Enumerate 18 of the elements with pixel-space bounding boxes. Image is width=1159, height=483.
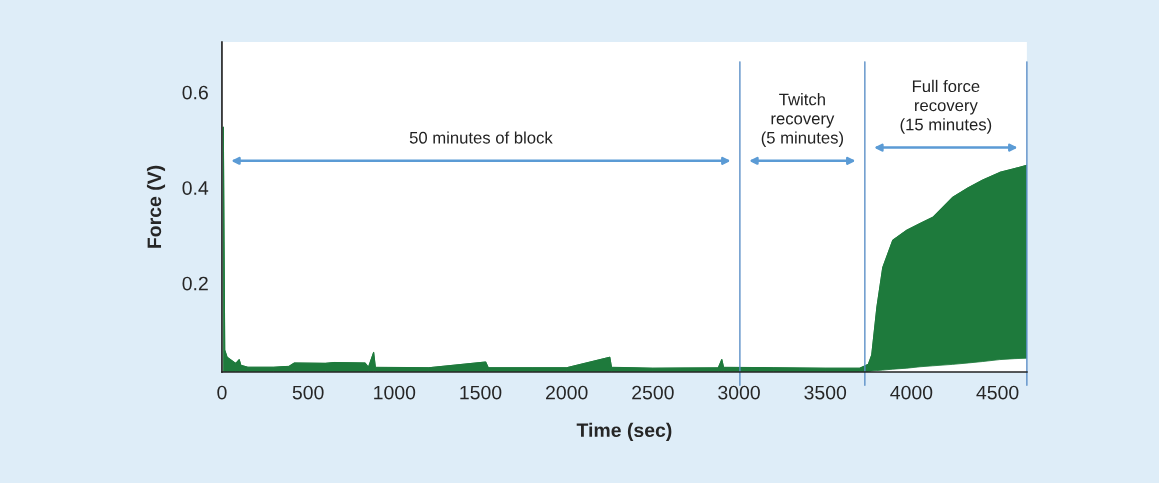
x-tick-label: 0 [217,385,227,400]
x-tick-label: 3000 [718,385,760,400]
x-tick-label: 4500 [976,385,1019,400]
x-tick-label: 3500 [804,385,847,400]
x-tick-label: 1000 [374,385,416,400]
annotation: Full force recovery (15 minutes) [900,79,992,134]
y-tick-label: 0.6 [182,85,208,100]
x-tick-label: 1500 [460,385,502,400]
y-axis-title: Force (V) [146,165,166,248]
annotation: 50 minutes of block [409,131,553,144]
annotation: Twitch recovery (5 minutes) [761,93,844,147]
x-tick-label: 4000 [890,385,933,400]
x-tick-label: 500 [292,385,324,400]
y-tick-label: 0.2 [182,276,208,291]
x-axis-title: Time (sec) [576,422,672,441]
x-tick-label: 2000 [546,385,588,400]
x-tick-label: 2500 [632,385,674,400]
y-tick-label: 0.4 [182,181,209,195]
